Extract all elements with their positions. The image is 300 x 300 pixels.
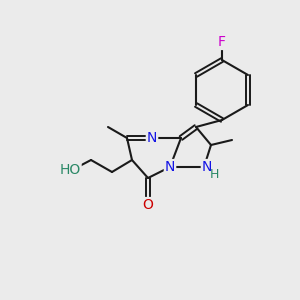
Text: N: N: [147, 131, 157, 145]
Text: F: F: [218, 35, 226, 49]
Text: N: N: [202, 160, 212, 174]
Text: O: O: [142, 198, 153, 212]
Text: H: H: [209, 169, 219, 182]
Text: HO: HO: [59, 163, 81, 177]
Text: N: N: [165, 160, 175, 174]
